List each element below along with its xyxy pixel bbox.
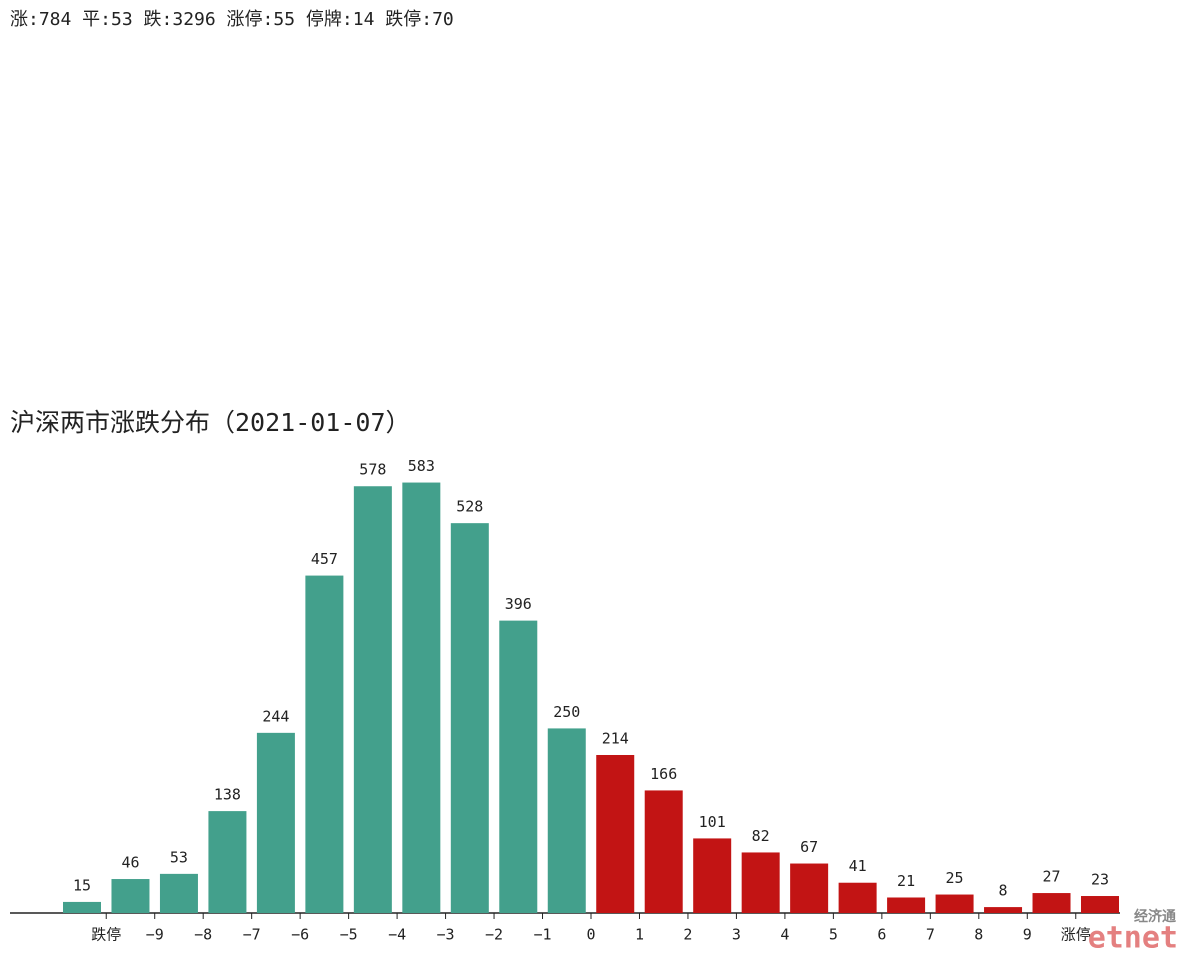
- bar: [790, 863, 829, 913]
- bar: [935, 894, 974, 913]
- bar: [644, 790, 683, 913]
- x-tick-label: 1: [635, 926, 644, 944]
- bar: [353, 486, 392, 913]
- x-tick-label: 2: [683, 926, 692, 944]
- x-tick-label: −9: [146, 926, 164, 944]
- bar: [1080, 896, 1119, 913]
- data-label: 21: [897, 872, 915, 890]
- bar: [63, 901, 101, 913]
- data-label: 8: [999, 882, 1008, 900]
- bar: [596, 754, 635, 913]
- x-tick-label: 9: [1023, 926, 1032, 944]
- data-label: 41: [849, 857, 867, 875]
- x-tick-label: −6: [291, 926, 309, 944]
- x-tick-label: −4: [388, 926, 406, 944]
- bar: [208, 811, 247, 913]
- watermark-top: 经济通: [1134, 908, 1176, 925]
- data-label: 138: [214, 786, 241, 804]
- data-label: 578: [359, 461, 386, 479]
- data-label: 25: [946, 869, 964, 887]
- bar: [256, 732, 295, 913]
- x-tick-label: 跌停: [91, 926, 121, 944]
- data-label: 23: [1091, 871, 1109, 889]
- bar: [159, 873, 198, 913]
- bar: [838, 882, 877, 913]
- data-label: 82: [752, 827, 770, 845]
- bar: [305, 575, 344, 913]
- x-tick-label: −3: [437, 926, 455, 944]
- x-tick-label: −1: [533, 926, 551, 944]
- bar: [111, 879, 150, 913]
- bar: [450, 523, 489, 913]
- x-tick-label: 5: [829, 926, 838, 944]
- data-label: 214: [602, 729, 629, 747]
- x-tick-label: 6: [877, 926, 886, 944]
- bar: [402, 482, 441, 913]
- bar: [499, 620, 538, 913]
- bar: [547, 728, 586, 913]
- data-label: 457: [311, 550, 338, 568]
- data-label: 250: [553, 703, 580, 721]
- data-label: 46: [121, 854, 139, 872]
- data-label: 583: [408, 457, 435, 475]
- watermark-brand: etnet: [1088, 921, 1178, 953]
- bar: [1032, 893, 1071, 913]
- x-tick-label: 7: [926, 926, 935, 944]
- x-tick-label: −2: [485, 926, 503, 944]
- summary: 涨:784 平:53 跌:3296 涨停:55 停牌:14 跌停:70: [10, 9, 454, 30]
- data-label: 67: [800, 838, 818, 856]
- x-tick-label: 0: [586, 926, 595, 944]
- bar: [693, 838, 732, 913]
- x-tick-label: 3: [732, 926, 741, 944]
- chart-title: 沪深两市涨跌分布（2021-01-07）: [10, 408, 411, 437]
- x-tick-label: −5: [340, 926, 358, 944]
- x-tick-label: 4: [780, 926, 789, 944]
- data-label: 396: [505, 595, 532, 613]
- data-label: 101: [699, 813, 726, 831]
- data-label: 528: [456, 498, 483, 516]
- bar: [741, 852, 780, 913]
- bar: [887, 897, 926, 913]
- x-tick-label: 涨停: [1061, 926, 1091, 944]
- bar: [984, 907, 1023, 913]
- data-label: 166: [650, 765, 677, 783]
- data-label: 53: [170, 848, 188, 866]
- data-label: 27: [1042, 868, 1060, 886]
- data-label: 244: [262, 707, 289, 725]
- x-tick-label: −8: [194, 926, 212, 944]
- x-tick-label: −7: [243, 926, 261, 944]
- x-tick-label: 8: [974, 926, 983, 944]
- data-label: 15: [73, 876, 91, 894]
